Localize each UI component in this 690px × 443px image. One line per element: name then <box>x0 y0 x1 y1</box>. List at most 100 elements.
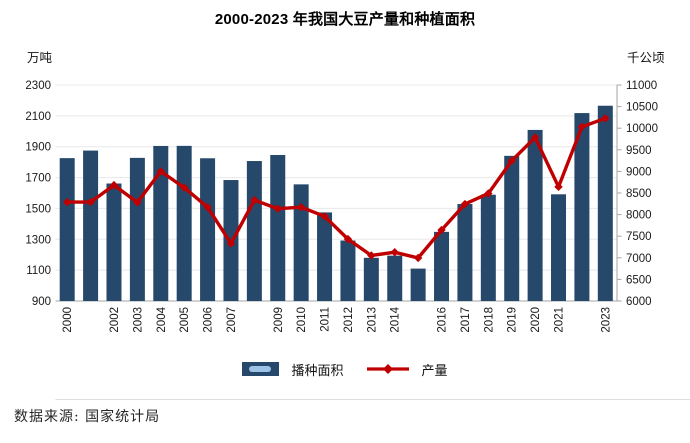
marker-2004 <box>156 167 165 176</box>
chart-title: 2000-2023 年我国大豆产量和种植面积 <box>214 11 476 28</box>
marker-2018 <box>484 189 493 198</box>
svg-text:2003: 2003 <box>132 307 144 333</box>
svg-text:1700: 1700 <box>25 173 51 185</box>
svg-text:2020: 2020 <box>530 307 542 333</box>
marker-2007 <box>226 239 236 248</box>
svg-text:7500: 7500 <box>626 231 652 243</box>
svg-text:8500: 8500 <box>626 188 652 200</box>
left-axis-tick-labels: 900 1100 1300 1500 1700 1900 2100 2300 <box>25 80 51 308</box>
marker-2016 <box>437 225 446 235</box>
bar-2015 <box>410 268 426 301</box>
marker-2012 <box>343 234 353 244</box>
svg-text:2007: 2007 <box>226 307 238 333</box>
svg-text:2100: 2100 <box>25 111 51 123</box>
marker-2006 <box>203 202 212 212</box>
svg-text:2017: 2017 <box>460 307 472 333</box>
bar-2008 <box>246 161 262 301</box>
marker-2002 <box>109 180 119 190</box>
svg-text:10000: 10000 <box>626 123 658 135</box>
bar-2003 <box>129 157 145 301</box>
svg-text:2006: 2006 <box>203 307 215 333</box>
line-production <box>62 114 610 263</box>
bar-2001 <box>83 150 99 301</box>
svg-text:2000: 2000 <box>62 307 74 333</box>
left-axis-unit-label: 万吨 <box>27 51 53 65</box>
svg-text:2014: 2014 <box>390 306 402 332</box>
svg-text:1500: 1500 <box>25 203 51 215</box>
svg-text:2005: 2005 <box>179 307 191 333</box>
marker-2005 <box>179 183 189 192</box>
svg-text:8000: 8000 <box>626 210 652 222</box>
bars-planting-area <box>59 105 613 302</box>
bar-2002 <box>106 183 122 301</box>
source-note: 数据来源: 国家统计局 <box>14 409 161 425</box>
bar-2006 <box>200 158 216 301</box>
svg-text:7000: 7000 <box>626 253 652 265</box>
marker-2017 <box>460 199 470 209</box>
marker-2011 <box>320 212 329 221</box>
legend-label-area: 播种面积 <box>291 362 344 378</box>
bar-2011 <box>317 212 333 301</box>
gridlines <box>55 84 617 302</box>
marker-2023 <box>601 114 610 123</box>
bar-2023 <box>597 105 613 302</box>
svg-text:1300: 1300 <box>25 234 51 246</box>
svg-text:2023: 2023 <box>600 307 612 333</box>
bar-2000 <box>59 158 75 301</box>
bar-2016 <box>434 231 450 301</box>
marker-2022 <box>577 122 587 132</box>
svg-text:2016: 2016 <box>437 307 449 333</box>
svg-text:2009: 2009 <box>273 307 285 333</box>
marker-2009 <box>273 204 282 213</box>
svg-text:2019: 2019 <box>507 307 519 333</box>
legend-line-swatch-icon <box>366 363 410 375</box>
marker-2020 <box>530 133 540 142</box>
bar-2017 <box>457 204 473 301</box>
bar-2018 <box>480 194 496 301</box>
svg-text:9000: 9000 <box>626 166 652 178</box>
svg-text:2021: 2021 <box>554 307 566 333</box>
svg-text:10500: 10500 <box>626 102 658 114</box>
marker-2000 <box>62 197 72 207</box>
svg-text:2013: 2013 <box>366 307 378 333</box>
svg-text:2010: 2010 <box>296 307 308 333</box>
marker-2014 <box>390 248 399 257</box>
svg-text:6000: 6000 <box>626 296 652 308</box>
right-axis-tick-labels: 6000 6500 7000 7500 8000 8500 9000 9500 10000 105… <box>626 80 658 308</box>
bar-2022 <box>574 113 590 301</box>
marker-2019 <box>507 156 516 165</box>
svg-text:11000: 11000 <box>626 80 657 92</box>
marker-2013 <box>367 251 376 260</box>
marker-2001 <box>86 197 95 207</box>
legend-bar-swatch-icon <box>242 362 280 376</box>
bar-2013 <box>363 257 379 301</box>
bar-2012 <box>340 240 356 301</box>
marker-2008 <box>250 195 259 205</box>
legend-label-production: 产量 <box>421 362 448 378</box>
svg-text:900: 900 <box>32 296 51 308</box>
svg-text:2018: 2018 <box>483 307 495 333</box>
svg-text:2300: 2300 <box>25 80 51 92</box>
svg-text:1100: 1100 <box>26 265 51 277</box>
svg-text:6500: 6500 <box>626 274 652 286</box>
svg-text:2011: 2011 <box>320 307 332 332</box>
svg-text:2002: 2002 <box>109 307 121 333</box>
bar-2019 <box>504 155 520 301</box>
x-axis-tick-labels: 2000 2002 2003 2004 2005 2006 2007 2009 2010 2011… <box>62 306 612 332</box>
svg-text:2012: 2012 <box>343 307 355 333</box>
right-axis <box>616 84 622 302</box>
bar-2009 <box>270 154 286 301</box>
bar-2004 <box>153 145 169 301</box>
right-axis-unit-label: 千公顷 <box>627 51 665 65</box>
bar-2010 <box>293 184 309 301</box>
marker-2010 <box>296 202 306 212</box>
bar-2014 <box>387 255 403 301</box>
marker-2015 <box>413 253 423 263</box>
marker-2021 <box>554 182 563 192</box>
bar-2005 <box>176 145 192 301</box>
svg-text:2004: 2004 <box>156 306 168 332</box>
svg-text:9500: 9500 <box>626 145 652 157</box>
marker-2003 <box>133 198 142 207</box>
